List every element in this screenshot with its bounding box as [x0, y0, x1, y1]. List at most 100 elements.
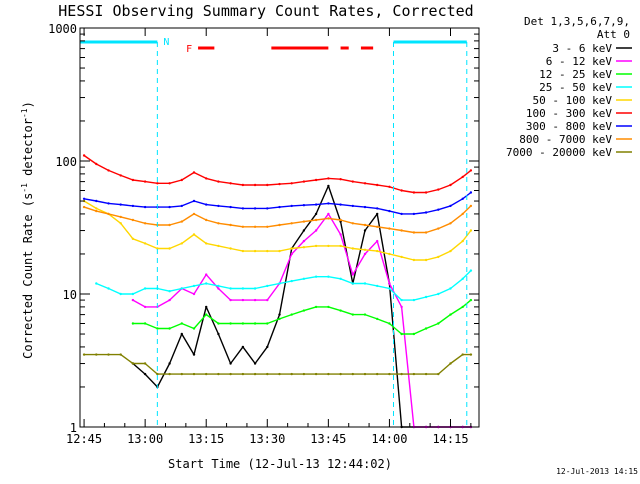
- data-point-25-50-kev: [449, 287, 452, 290]
- series-line-50-100-kev: [83, 200, 472, 261]
- series-layer: [82, 154, 473, 429]
- data-point-100-300-kev: [107, 169, 110, 172]
- data-point-7000-20000-kev: [327, 372, 330, 376]
- data-point-7000-20000-kev: [302, 372, 306, 376]
- data-point-300-800-kev: [168, 205, 171, 209]
- data-point-25-50-kev: [469, 269, 473, 272]
- data-point-6-12-kev: [168, 298, 171, 302]
- data-point-800-7000-kev: [95, 209, 98, 213]
- data-point-6-12-kev: [131, 298, 135, 302]
- data-point-7000-20000-kev: [351, 372, 354, 376]
- data-point-6-12-kev: [253, 298, 257, 302]
- data-point-800-7000-kev: [205, 218, 208, 222]
- data-point-3-6-kev: [229, 362, 232, 365]
- data-point-12-25-kev: [437, 322, 440, 325]
- series-line-100-300-kev: [83, 154, 472, 194]
- data-point-7000-20000-kev: [192, 372, 196, 376]
- data-point-25-50-kev: [143, 287, 147, 290]
- y-tick-label: 1000: [48, 22, 77, 36]
- data-point-300-800-kev: [339, 203, 342, 206]
- data-point-12-25-kev: [412, 332, 416, 336]
- data-point-100-300-kev: [376, 183, 379, 187]
- data-point-50-100-kev: [241, 249, 245, 253]
- data-point-50-100-kev: [192, 233, 196, 236]
- legend-label-50-100-kev: 50 - 100 keV: [533, 94, 613, 107]
- data-point-12-25-kev: [278, 317, 281, 321]
- data-point-300-800-kev: [327, 202, 330, 205]
- data-point-800-7000-kev: [180, 220, 183, 223]
- data-point-3-6-kev: [302, 229, 306, 232]
- data-point-12-25-kev: [388, 322, 391, 325]
- data-point-800-7000-kev: [107, 212, 110, 216]
- data-point-7000-20000-kev: [363, 372, 367, 376]
- data-point-100-300-kev: [168, 182, 171, 185]
- data-point-6-12-kev: [241, 298, 245, 302]
- data-point-100-300-kev: [339, 178, 342, 181]
- data-point-12-25-kev: [351, 313, 354, 316]
- data-point-25-50-kev: [229, 287, 232, 290]
- data-point-800-7000-kev: [424, 231, 428, 234]
- data-point-50-100-kev: [168, 247, 171, 250]
- data-point-50-100-kev: [388, 252, 391, 256]
- data-point-7000-20000-kev: [229, 372, 232, 376]
- data-point-3-6-kev: [314, 212, 318, 216]
- data-point-12-25-kev: [192, 327, 196, 330]
- data-point-100-300-kev: [351, 180, 354, 183]
- data-point-7000-20000-kev: [278, 372, 281, 376]
- data-point-800-7000-kev: [449, 222, 452, 225]
- data-point-12-25-kev: [229, 322, 232, 325]
- data-point-100-300-kev: [290, 182, 293, 185]
- series-line-25-50-kev: [96, 270, 472, 301]
- data-point-300-800-kev: [95, 199, 98, 203]
- data-point-7000-20000-kev: [205, 372, 208, 376]
- data-point-800-7000-kev: [388, 227, 391, 230]
- data-point-800-7000-kev: [327, 217, 330, 220]
- data-point-800-7000-kev: [119, 215, 122, 219]
- data-point-50-100-kev: [424, 258, 428, 262]
- data-point-100-300-kev: [412, 191, 416, 194]
- data-point-50-100-kev: [327, 244, 330, 248]
- y-tick-label: 10: [63, 288, 77, 302]
- data-point-7000-20000-kev: [95, 353, 98, 356]
- plot-frame: [79, 27, 480, 428]
- data-point-3-6-kev: [266, 345, 269, 349]
- data-point-7000-20000-kev: [168, 372, 171, 376]
- data-point-300-800-kev: [217, 204, 220, 208]
- data-point-50-100-kev: [400, 255, 403, 259]
- data-point-7000-20000-kev: [107, 353, 110, 356]
- data-point-300-800-kev: [82, 197, 86, 200]
- data-point-800-7000-kev: [241, 225, 245, 228]
- data-point-3-6-kev: [278, 313, 281, 316]
- data-point-3-6-kev: [253, 362, 257, 365]
- data-point-800-7000-kev: [131, 218, 135, 222]
- flare-label: F: [186, 44, 192, 55]
- data-point-6-12-kev: [400, 305, 403, 309]
- data-point-7000-20000-kev: [266, 372, 269, 376]
- data-point-7000-20000-kev: [376, 372, 379, 376]
- data-point-300-800-kev: [119, 203, 122, 206]
- legend-label-100-300-kev: 100 - 300 keV: [526, 107, 612, 120]
- data-point-25-50-kev: [376, 284, 379, 288]
- data-point-3-6-kev: [168, 362, 171, 365]
- data-point-300-800-kev: [302, 204, 306, 207]
- data-point-25-50-kev: [192, 284, 196, 288]
- x-tick-label: 14:15: [432, 432, 468, 446]
- data-point-300-800-kev: [412, 212, 416, 216]
- data-point-25-50-kev: [461, 277, 464, 280]
- data-point-50-100-kev: [95, 207, 98, 210]
- data-point-12-25-kev: [156, 327, 159, 330]
- data-point-800-7000-kev: [412, 231, 416, 234]
- data-point-25-50-kev: [302, 277, 306, 280]
- chart-title: HESSI Observing Summary Count Rates, Cor…: [58, 2, 473, 20]
- data-point-25-50-kev: [266, 284, 269, 288]
- data-point-7000-20000-kev: [469, 353, 473, 356]
- data-point-300-800-kev: [278, 205, 281, 209]
- data-point-100-300-kev: [241, 183, 245, 187]
- data-point-50-100-kev: [143, 242, 147, 245]
- data-point-7000-20000-kev: [400, 372, 403, 376]
- data-point-100-300-kev: [192, 171, 196, 174]
- data-point-12-25-kev: [314, 305, 318, 309]
- data-point-100-300-kev: [449, 183, 452, 187]
- data-point-50-100-kev: [131, 237, 135, 240]
- data-point-6-12-kev: [229, 298, 232, 302]
